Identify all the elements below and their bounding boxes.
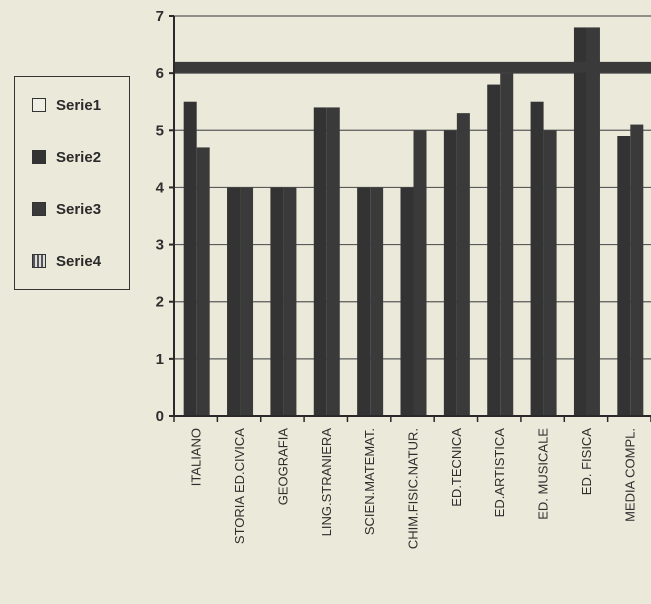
x-category-label: ED.TECNICA <box>449 428 464 507</box>
bar-serie2 <box>183 101 197 416</box>
x-category-label: CHIM.FISIC.NATUR. <box>406 428 421 549</box>
bar-serie3 <box>413 130 427 417</box>
bar-serie3 <box>240 187 254 416</box>
bar-serie2 <box>443 130 457 417</box>
y-tick-label: 3 <box>156 237 164 254</box>
y-tick-label: 1 <box>156 351 164 368</box>
bar-serie2 <box>270 187 284 416</box>
x-category-labels: ITALIANO STORIA ED.CIVICA GEOGRAFIA LING.ST… <box>189 428 638 549</box>
y-tick-label: 2 <box>156 294 164 311</box>
bars <box>183 27 644 417</box>
bar-serie3 <box>500 73 514 417</box>
legend-swatch-serie2 <box>32 150 46 164</box>
bar-serie3 <box>543 130 557 417</box>
y-tick-label: 7 <box>156 8 164 25</box>
y-tick-label: 0 <box>156 408 164 425</box>
x-category-label: ED. MUSICALE <box>536 428 551 520</box>
legend-item-serie1: Serie1 <box>32 95 101 115</box>
x-category-label: SCIEN.MATEMAT. <box>362 428 377 535</box>
legend-label-serie3: Serie3 <box>56 200 102 218</box>
legend-item-serie3: Serie3 <box>32 199 101 219</box>
legend-swatch-serie1 <box>32 98 46 112</box>
bar-serie2 <box>357 187 371 416</box>
x-category-label: STORIA ED.CIVICA <box>232 428 247 544</box>
x-category-label: ITALIANO <box>189 428 204 486</box>
x-category-label: ED. FISICA <box>579 428 594 496</box>
y-tick-label: 5 <box>156 122 164 139</box>
x-category-label: MEDIA COMPL. <box>622 428 637 522</box>
bar-serie3 <box>630 124 644 417</box>
bar-serie3 <box>586 27 600 417</box>
x-category-label: ED.ARTISTICA <box>492 428 507 518</box>
legend-label-serie1: Serie1 <box>56 96 102 114</box>
bar-serie2 <box>617 136 631 416</box>
legend-label-serie4: Serie4 <box>56 252 102 270</box>
legend-label-serie2: Serie2 <box>56 148 102 166</box>
x-category-label: LING.STRANIERA <box>319 428 334 537</box>
bar-serie2 <box>573 27 587 417</box>
bar-serie3 <box>326 107 340 416</box>
legend-item-serie4: Serie4 <box>32 251 101 271</box>
bar-serie3 <box>370 187 384 416</box>
y-tick-label: 6 <box>156 65 164 82</box>
bar-serie3 <box>456 113 470 417</box>
bar-serie2 <box>530 101 544 416</box>
bar-serie2 <box>313 107 327 416</box>
bar-serie3 <box>196 147 210 416</box>
bar-serie2 <box>227 187 241 416</box>
legend-item-serie2: Serie2 <box>32 147 101 167</box>
bar-serie2 <box>487 84 501 417</box>
bar-serie2 <box>400 187 414 416</box>
legend-swatch-serie4 <box>32 254 46 268</box>
y-tick-labels: 0 1 2 3 4 5 6 7 <box>156 8 165 425</box>
legend: Serie1 Serie2 Serie3 Serie4 <box>14 76 130 290</box>
legend-swatch-serie3 <box>32 202 46 216</box>
axes <box>169 15 651 422</box>
y-tick-label: 4 <box>156 179 165 196</box>
x-category-label: GEOGRAFIA <box>275 428 290 506</box>
bar-serie3 <box>283 187 297 416</box>
